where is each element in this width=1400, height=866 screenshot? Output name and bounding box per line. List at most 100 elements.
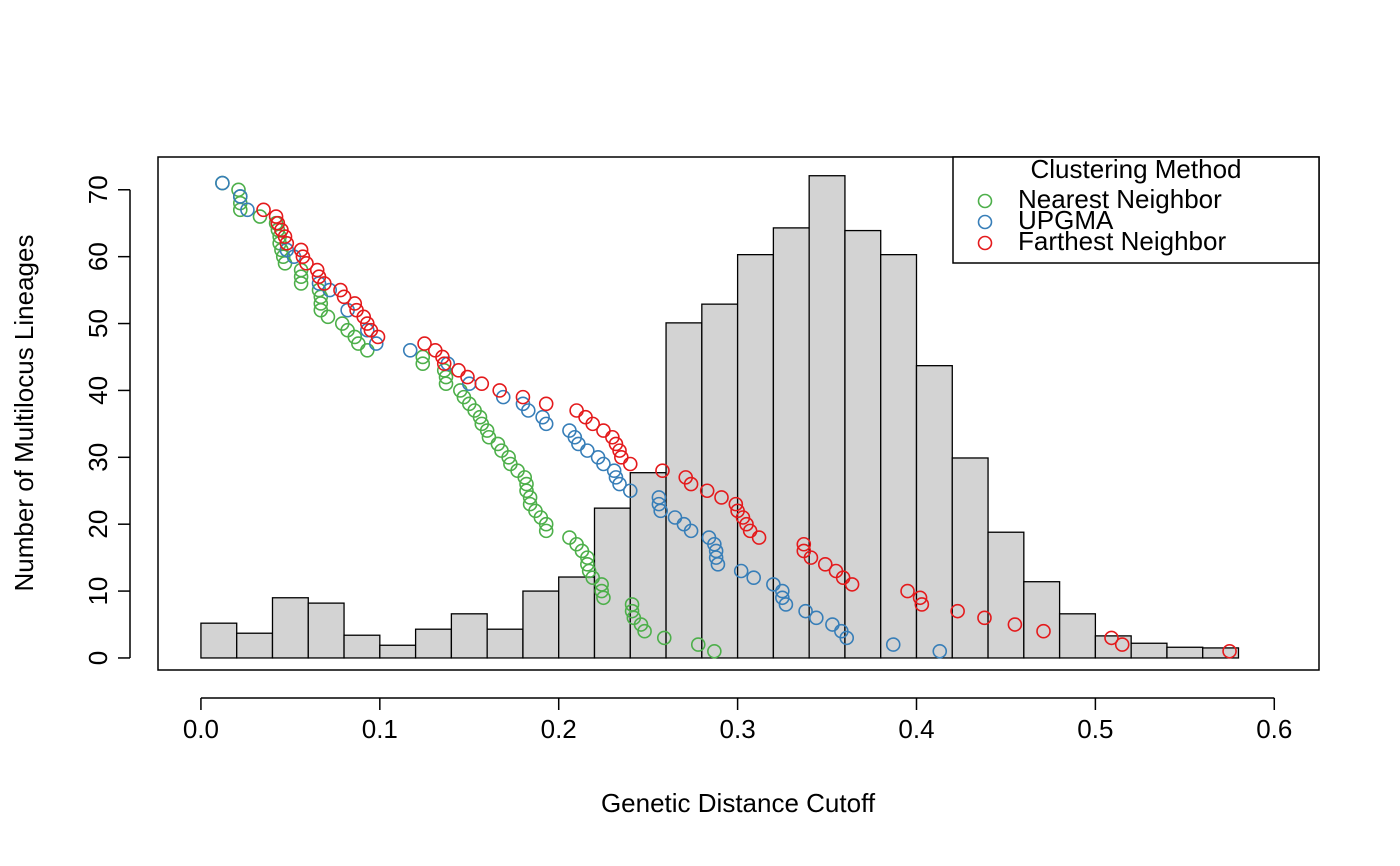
- point: [914, 597, 930, 612]
- point: [479, 423, 495, 438]
- point: [844, 577, 860, 592]
- point: [596, 423, 611, 438]
- point: [460, 369, 475, 385]
- point: [733, 563, 749, 579]
- point: [624, 603, 640, 619]
- point: [402, 342, 418, 358]
- point: [519, 476, 534, 492]
- point: [277, 229, 293, 244]
- point: [656, 630, 672, 646]
- hist-bar: [915, 365, 953, 659]
- hist-bar: [808, 175, 846, 659]
- hist-bar: [307, 602, 345, 659]
- hist-bar: [665, 322, 703, 659]
- point: [240, 202, 255, 218]
- point: [279, 235, 295, 251]
- hist-bar: [486, 628, 524, 659]
- point: [683, 523, 699, 539]
- point: [912, 590, 928, 606]
- point: [1222, 643, 1237, 659]
- point: [313, 296, 329, 311]
- hist-bar: [1023, 581, 1061, 659]
- point: [585, 416, 601, 432]
- point: [751, 530, 767, 545]
- point: [232, 189, 248, 204]
- point: [293, 269, 309, 285]
- hist-bar: [593, 507, 631, 659]
- hist-bar: [522, 590, 560, 659]
- hist-bar: [844, 229, 882, 659]
- point: [538, 516, 554, 532]
- point: [293, 276, 309, 291]
- point: [746, 570, 762, 586]
- point: [580, 443, 595, 458]
- hist-bar: [701, 303, 739, 659]
- point: [707, 643, 722, 659]
- hist-bar: [736, 254, 775, 659]
- point: [690, 637, 706, 652]
- y-tick-label: 50: [83, 309, 113, 338]
- point: [320, 309, 336, 325]
- point: [336, 289, 352, 305]
- x-tick-label: 0.4: [898, 714, 934, 744]
- x-tick-label: 0.1: [362, 714, 398, 744]
- point: [612, 476, 627, 492]
- point: [417, 336, 432, 351]
- point: [775, 583, 790, 599]
- hist-bar: [987, 531, 1025, 659]
- point: [438, 376, 454, 392]
- hist-bar: [1166, 646, 1204, 659]
- x-tick-label: 0.3: [720, 714, 756, 744]
- hist-bar: [1130, 642, 1168, 659]
- point: [538, 396, 554, 412]
- point: [622, 483, 638, 499]
- point: [538, 416, 554, 432]
- point: [932, 643, 948, 659]
- point: [538, 523, 554, 539]
- point: [594, 583, 609, 599]
- point: [728, 496, 744, 512]
- y-tick-label: 70: [83, 175, 113, 204]
- y-tick-label: 20: [83, 510, 113, 539]
- point: [370, 329, 386, 345]
- legend-label: Nearest Neighbor: [1018, 184, 1222, 214]
- point: [637, 623, 652, 639]
- point: [299, 256, 314, 271]
- point: [256, 202, 271, 218]
- point: [368, 336, 384, 351]
- point: [655, 463, 670, 478]
- point: [708, 550, 724, 565]
- point: [809, 610, 824, 626]
- point: [1007, 617, 1023, 632]
- point: [710, 557, 726, 572]
- point: [683, 476, 699, 492]
- y-tick-label: 0: [83, 651, 113, 665]
- y-axis-label: Number of Multilocus Lineages: [9, 235, 39, 592]
- hist-bar: [558, 576, 596, 659]
- y-tick-label: 40: [83, 376, 113, 405]
- plot-frame: [157, 156, 1320, 671]
- point: [778, 597, 794, 612]
- hist-bar: [629, 472, 667, 659]
- hist-bar: [200, 622, 238, 659]
- hist-bar: [343, 634, 381, 659]
- point: [798, 603, 813, 619]
- point: [596, 456, 611, 472]
- hist-bar: [951, 457, 989, 659]
- point: [472, 409, 488, 425]
- point: [714, 490, 729, 505]
- legend-title: Clustering Method: [1031, 154, 1242, 184]
- point: [522, 490, 538, 505]
- point: [651, 496, 667, 512]
- legend-marker: [977, 214, 993, 230]
- hist-bar: [271, 597, 309, 659]
- point: [435, 349, 450, 365]
- hist-bar: [450, 613, 488, 659]
- hist-bar: [236, 632, 274, 659]
- point: [569, 403, 584, 418]
- point: [515, 389, 531, 405]
- hist-bar: [1058, 613, 1097, 659]
- point: [360, 342, 375, 358]
- point: [900, 583, 915, 599]
